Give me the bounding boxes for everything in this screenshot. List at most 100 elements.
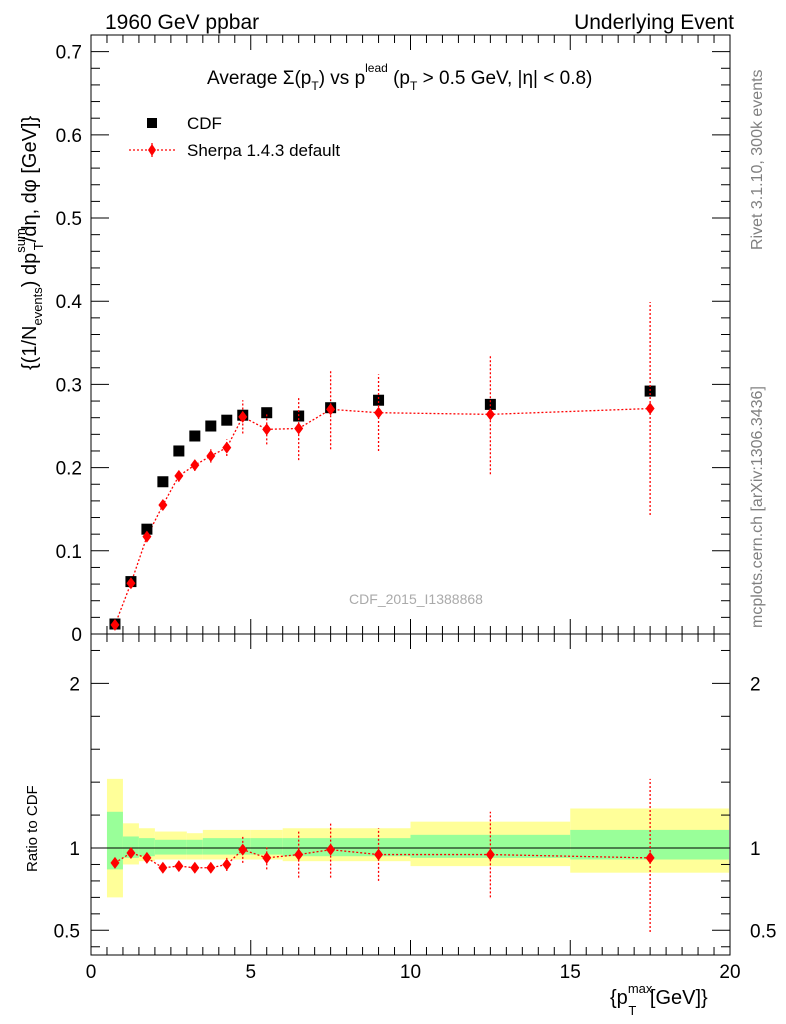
mc-point [326, 403, 336, 416]
data-point [141, 523, 153, 535]
y-tick-label-main: 0.6 [56, 126, 82, 147]
y-tick-label-main: 0.1 [56, 542, 82, 563]
ratio-point [110, 856, 120, 869]
y-tick-label-main: 0 [71, 625, 82, 646]
ylabel-a: {(1/N [19, 326, 41, 370]
mc-point [110, 618, 120, 631]
ratio-bands [91, 778, 730, 898]
ratio-band-inner [410, 834, 571, 858]
ratio-frame [90, 633, 731, 956]
tick-labels: 0 5 10 15 20 0 0.1 0.2 0.3 0.4 0.5 0.6 0.7 0.5 0.5 1 1 2 2 [54, 43, 777, 983]
ylabel-ratio: Ratio to CDF [24, 785, 41, 872]
mc-point [262, 423, 272, 436]
y-tick-label-main: 0.2 [56, 459, 82, 480]
plot-title: Average Σ(pT) vs plead (pT > 0.5 GeV, |η… [207, 61, 592, 93]
mc-point [142, 530, 152, 543]
ratio-point [326, 843, 336, 856]
xlabel-a: {p [610, 987, 628, 1009]
title-tail: (p [388, 68, 410, 89]
data-point [221, 414, 233, 426]
ratio-point [294, 848, 304, 861]
mcplots-label: mcplots.cern.ch [arXiv:1306.3436] [749, 386, 766, 628]
mc-point [645, 402, 655, 415]
y-tick-label-main: 0.3 [56, 375, 82, 396]
mc-point [485, 408, 495, 421]
y-tick-label-ratio: 1 [69, 839, 80, 860]
y-tick-label-main: 0.5 [56, 209, 82, 230]
mc-point [238, 410, 248, 423]
y-tick-label-ratio-right: 1 [750, 839, 761, 860]
y-tick-label-ratio: 2 [69, 674, 80, 695]
ratio-point [238, 843, 248, 856]
legend-mc-marker [148, 144, 156, 156]
ylabel-c: /dη, dφ [GeV]} [19, 116, 41, 243]
legend-data-label: CDF [187, 114, 222, 133]
header-left: 1960 GeV ppbar [105, 11, 259, 34]
ratio-point [262, 851, 272, 864]
x-tick-label: 10 [400, 962, 421, 983]
ratio-point [158, 861, 168, 874]
data-point [644, 385, 656, 397]
legend-data-marker [147, 118, 157, 128]
ratio-point [190, 861, 200, 874]
mc-point [190, 459, 200, 472]
x-tick-label: 15 [560, 962, 581, 983]
main-series [109, 302, 656, 631]
title-sub: T [311, 79, 319, 93]
mc-point [294, 422, 304, 435]
ratio-ticks [90, 634, 731, 955]
title-mid: ) vs p [319, 68, 365, 89]
ratio-band-inner [106, 811, 123, 870]
data-point [173, 445, 185, 457]
ratio-point [206, 861, 216, 874]
title-tail2: > 0.5 GeV, |η| < 0.8) [417, 68, 592, 89]
ratio-band-inner [202, 838, 251, 855]
y-tick-label-ratio: 0.5 [54, 921, 80, 942]
ratio-band-inner [186, 839, 203, 855]
mc-point [126, 577, 136, 590]
ratio-point [142, 851, 152, 864]
ratio-point [645, 851, 655, 864]
title-sup: lead [365, 61, 388, 75]
data-point [189, 430, 201, 442]
mc-point [206, 449, 216, 462]
xlabel-max: max [628, 981, 653, 996]
ratio-band-inner [154, 839, 187, 855]
x-tick-label: 20 [719, 962, 740, 983]
ratio-series [110, 778, 655, 932]
data-point [157, 476, 169, 488]
ratio-band-inner [138, 838, 155, 857]
y-tick-label-main: 0.4 [56, 292, 83, 313]
ratio-point [374, 848, 384, 861]
ratio-point [126, 846, 136, 859]
mc-point [222, 441, 232, 454]
title-main: Average Σ(p [207, 68, 311, 89]
x-tick-label: 0 [86, 962, 97, 983]
mc-point [374, 406, 384, 419]
ylabel-events: events [30, 287, 45, 326]
watermark: CDF_2015_I1388868 [349, 591, 483, 607]
legend-mc-label: Sherpa 1.4.3 default [187, 141, 340, 160]
ratio-band-inner [250, 838, 283, 855]
header-right: Underlying Event [574, 11, 734, 34]
data-point [373, 394, 385, 406]
xlabel-b: [GeV]} [644, 987, 708, 1009]
x-tick-label: 5 [245, 962, 256, 983]
y-tick-label-ratio-right: 0.5 [750, 921, 776, 942]
data-point [261, 407, 273, 419]
ratio-point [485, 848, 495, 861]
y-tick-label-main: 0.7 [56, 43, 82, 64]
rivet-label: Rivet 3.1.10, 300k events [749, 69, 766, 250]
ylabel-b: ) dp [19, 253, 41, 287]
ratio-line [114, 848, 651, 869]
y-tick-label-ratio-right: 2 [750, 674, 761, 695]
ylabel-main: {(1/Nevents) dpsum T/dη, dφ [GeV]} [13, 116, 46, 370]
xlabel: {pmax T [GeV]} [610, 981, 708, 1018]
xlabel-T: T [628, 1003, 636, 1018]
ratio-point [222, 858, 232, 871]
mc-point [174, 469, 184, 482]
data-point [205, 420, 217, 432]
ylabel-T: T [31, 242, 46, 250]
ylabel-sum: sum [13, 228, 28, 253]
